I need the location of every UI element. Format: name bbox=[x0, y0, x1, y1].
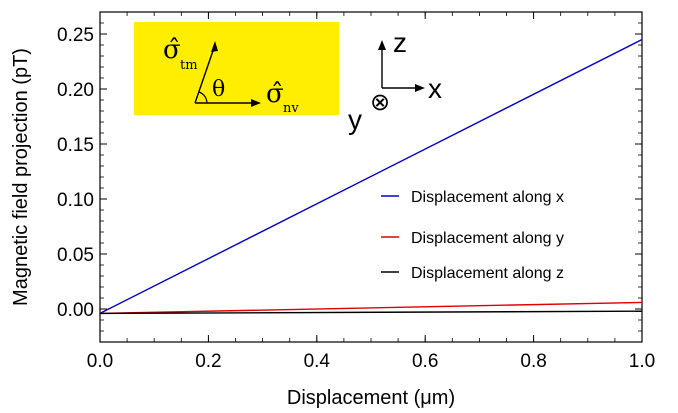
y-tick-label: 0.00 bbox=[57, 300, 94, 321]
x-axis-arrowhead bbox=[415, 84, 425, 92]
sigma-nv-arrowhead bbox=[251, 99, 261, 107]
x-tick-label: 0.4 bbox=[304, 351, 331, 372]
y-axis-title: Magnetic field projection (pT) bbox=[10, 48, 32, 306]
sigma-tm-subscript: tm bbox=[180, 58, 198, 73]
into-page-symbol: ⊗ bbox=[370, 88, 390, 116]
sigma-tm-arrow bbox=[194, 44, 216, 104]
legend-label-1: Displacement along x bbox=[411, 189, 564, 206]
angle-inset: σ̂ tm θ σ̂ nv bbox=[134, 22, 339, 116]
y-tick-label: 0.10 bbox=[57, 190, 94, 211]
z-label: z bbox=[393, 27, 407, 58]
angle-label: θ bbox=[212, 77, 225, 102]
series-lines bbox=[99, 38, 643, 315]
series-line-3 bbox=[99, 310, 643, 315]
legend-label-2: Displacement along y bbox=[411, 230, 564, 247]
series-line-2 bbox=[99, 301, 643, 315]
x-tick-label: 0.6 bbox=[412, 351, 438, 372]
x-axis-title: Displacement (μm) bbox=[287, 387, 455, 409]
sigma-tm-arrowhead bbox=[211, 41, 218, 52]
y-tick-label: 0.15 bbox=[57, 135, 94, 156]
coordinate-system: z x y ⊗ bbox=[348, 27, 442, 135]
y-tick-label: 0.05 bbox=[57, 245, 94, 266]
z-axis-arrowhead bbox=[378, 40, 386, 50]
axis-ticks: 0.0 0.2 0.4 0.6 0.8 1.0 0.00 0.05 0.10 0.15 0.20 0.… bbox=[57, 11, 655, 372]
sigma-nv-subscript: nv bbox=[283, 101, 299, 116]
sigma-nv-label: σ̂ bbox=[266, 79, 284, 109]
inset-background bbox=[134, 22, 339, 115]
x-tick-label: 1.0 bbox=[629, 351, 655, 372]
x-tick-label: 0.0 bbox=[87, 351, 113, 372]
y-tick-label: 0.25 bbox=[57, 25, 94, 46]
legend: Displacement along x Displacement along y… bbox=[381, 189, 564, 282]
angle-arc bbox=[198, 91, 208, 104]
x-label: x bbox=[428, 73, 442, 104]
x-tick-label: 0.8 bbox=[520, 351, 546, 372]
y-label: y bbox=[348, 104, 362, 135]
y-tick-label: 0.20 bbox=[57, 80, 94, 101]
series-line-1 bbox=[99, 38, 643, 315]
x-tick-label: 0.2 bbox=[195, 351, 221, 372]
sigma-tm-label: σ̂ bbox=[163, 35, 181, 65]
legend-label-3: Displacement along z bbox=[411, 265, 564, 282]
